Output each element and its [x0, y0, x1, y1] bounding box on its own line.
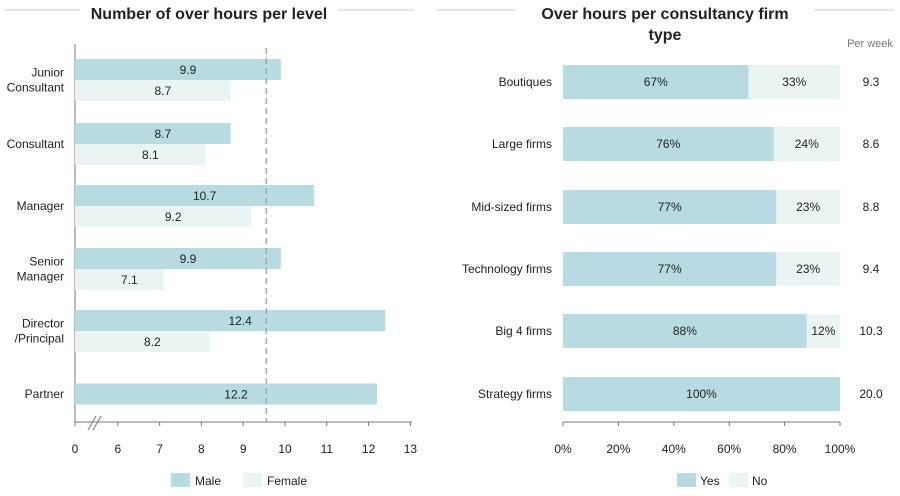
left-category-label: Senior: [29, 255, 64, 269]
legend-no-swatch: [729, 473, 748, 487]
right-x-tick-label: 40%: [662, 442, 686, 456]
left-x-tick-label: 9: [240, 442, 247, 456]
bar-male-value-label: 12.4: [228, 314, 252, 328]
bar-no: [776, 190, 840, 224]
bar-yes: [563, 190, 777, 224]
per-week-value: 9.4: [863, 262, 880, 276]
per-week-value: 20.0: [859, 387, 883, 401]
bar-female-value-label: 8.1: [142, 148, 159, 162]
legend-yes-label: Yes: [700, 474, 720, 488]
right-x-tick-label: 20%: [606, 442, 630, 456]
right-chart-title-line1: Over hours per consultancy firm: [541, 6, 788, 23]
per-week-header: Per week: [847, 38, 893, 50]
legend-yes-swatch: [677, 473, 696, 487]
bar-female: [75, 269, 164, 290]
legend-male-swatch: [171, 473, 190, 487]
bar-no-value-label: 12%: [811, 324, 835, 338]
right-category-label: Big 4 firms: [495, 324, 552, 338]
axis-break-mark: [92, 415, 102, 431]
right-x-tick-label: 0%: [554, 442, 572, 456]
bar-yes-value-label: 88%: [673, 324, 697, 338]
bar-male-value-label: 9.9: [180, 252, 197, 266]
bar-no: [748, 65, 840, 99]
bar-male: [75, 123, 231, 144]
right-chart-title-line2: type: [649, 27, 682, 44]
bar-no: [806, 314, 840, 348]
bar-no-value-label: 33%: [782, 75, 806, 89]
per-week-value: 8.8: [863, 200, 880, 214]
bar-female: [75, 331, 210, 352]
left-x-tick-label: 0: [72, 442, 79, 456]
bar-yes: [563, 252, 777, 286]
legend-female-label: Female: [267, 474, 307, 488]
left-x-tick-label: 11: [321, 442, 334, 456]
bar-female-value-label: 9.2: [165, 210, 182, 224]
bar-yes-value-label: 67%: [644, 75, 668, 89]
bar-yes-value-label: 77%: [658, 262, 682, 276]
left-category-label: Director: [22, 317, 64, 331]
left-category-label: Manager: [17, 270, 64, 284]
per-week-value: 9.3: [863, 75, 880, 89]
bar-yes: [563, 65, 749, 99]
bar-male: [75, 59, 281, 80]
bar-male-value-label: 9.9: [180, 63, 197, 77]
right-category-label: Boutiques: [499, 75, 552, 89]
bar-yes-value-label: 100%: [686, 387, 717, 401]
bar-yes: [563, 377, 840, 411]
bar-no-value-label: 23%: [796, 262, 820, 276]
bar-no-value-label: 23%: [796, 200, 820, 214]
bar-male: [75, 383, 377, 405]
left-category-label: Consultant: [7, 81, 65, 95]
bar-female: [75, 80, 231, 101]
bar-male-value-label: 10.7: [193, 189, 217, 203]
bar-female-value-label: 8.2: [144, 335, 161, 349]
right-x-tick-label: 60%: [717, 442, 741, 456]
left-category-label: Consultant: [7, 137, 65, 151]
right-category-label: Large firms: [492, 137, 552, 151]
bar-no: [773, 127, 840, 161]
left-category-label: Manager: [17, 199, 64, 213]
bar-yes: [563, 314, 807, 348]
bar-yes-value-label: 77%: [658, 200, 682, 214]
legend-male-label: Male: [195, 474, 221, 488]
legend-no-label: No: [752, 474, 768, 488]
bar-female: [75, 144, 206, 165]
right-category-label: Technology firms: [462, 262, 552, 276]
left-x-tick-label: 7: [156, 442, 163, 456]
bar-female-value-label: 7.1: [121, 273, 138, 287]
left-x-tick-label: 8: [198, 442, 205, 456]
left-chart-title: Number of over hours per level: [91, 6, 328, 23]
legend-female-swatch: [243, 473, 262, 487]
left-x-tick-label: 12: [362, 442, 376, 456]
bar-female: [75, 206, 252, 227]
axis-break-mark: [87, 415, 97, 431]
left-category-label: /Principal: [15, 332, 64, 346]
left-x-tick-label: 10: [278, 442, 292, 456]
bar-male: [75, 310, 386, 331]
bar-male-value-label: 8.7: [154, 127, 171, 141]
bar-male: [75, 185, 315, 206]
left-x-tick-label: 6: [114, 442, 121, 456]
per-week-value: 10.3: [859, 324, 883, 338]
bar-male: [75, 248, 281, 269]
bar-yes-value-label: 76%: [656, 137, 680, 151]
bar-no: [776, 252, 840, 286]
left-category-label: Junior: [31, 66, 64, 80]
left-x-tick-label: 13: [404, 442, 418, 456]
bar-female-value-label: 8.7: [154, 84, 171, 98]
per-week-value: 8.6: [863, 137, 880, 151]
right-category-label: Strategy firms: [478, 387, 552, 401]
bar-yes: [563, 127, 774, 161]
bar-male-value-label: 12.2: [224, 388, 248, 402]
left-category-label: Partner: [25, 387, 64, 401]
right-x-tick-label: 80%: [773, 442, 797, 456]
right-category-label: Mid-sized firms: [471, 200, 552, 214]
right-x-tick-label: 100%: [825, 442, 856, 456]
bar-no-value-label: 24%: [795, 137, 819, 151]
